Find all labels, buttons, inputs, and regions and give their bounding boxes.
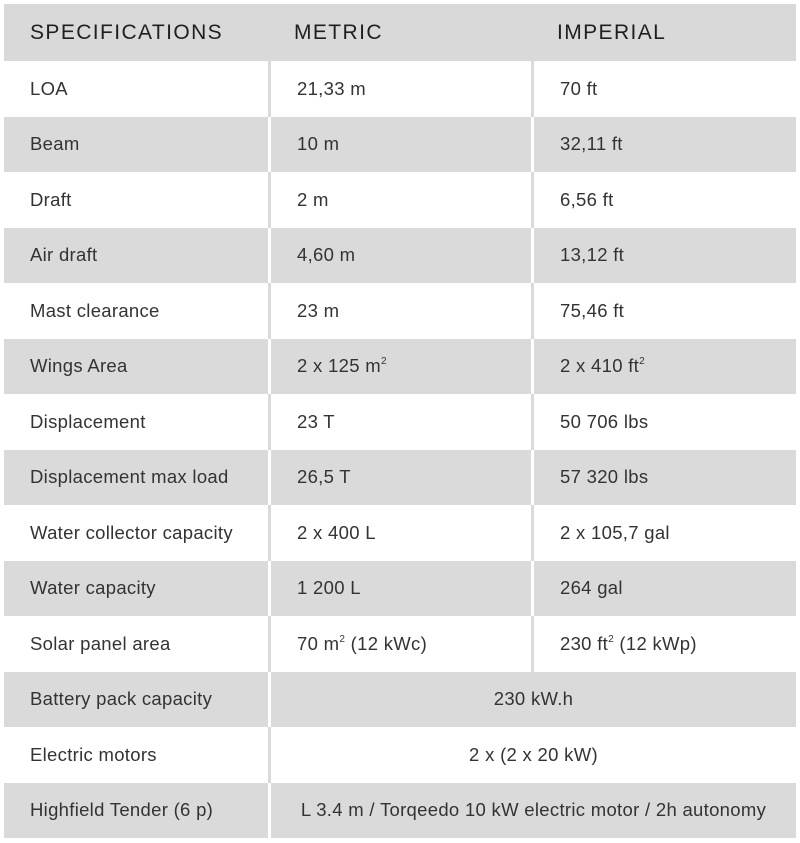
table-row-mast-clearance: Mast clearance 23 m 75,46 ft <box>4 283 796 339</box>
merged-value: 2 x (2 x 20 kW) <box>268 727 796 783</box>
header-metric: METRIC <box>268 4 531 61</box>
imperial-value: 13,12 ft <box>531 227 796 283</box>
imperial-value: 75,46 ft <box>531 283 796 339</box>
spec-label: Water collector capacity <box>4 505 268 561</box>
metric-value: 2 x 400 L <box>268 505 531 561</box>
table-row-electric-motors: Electric motors 2 x (2 x 20 kW) <box>4 727 796 783</box>
header-imperial: IMPERIAL <box>531 4 796 61</box>
merged-value: 230 kW.h <box>268 671 796 727</box>
metric-value: 1 200 L <box>268 560 531 616</box>
imperial-value: 2 x 410 ft2 <box>531 338 796 394</box>
header-specifications: SPECIFICATIONS <box>4 4 268 61</box>
spec-label: Solar panel area <box>4 616 268 672</box>
metric-value: 2 m <box>268 172 531 228</box>
spec-label: Highfield Tender (6 p) <box>4 782 268 838</box>
metric-value: 2 x 125 m2 <box>268 338 531 394</box>
imperial-value-text: 2 x 410 ft <box>560 355 640 377</box>
table-row-wings-area: Wings Area 2 x 125 m2 2 x 410 ft2 <box>4 338 796 394</box>
metric-value: 23 m <box>268 283 531 339</box>
table-row-draft: Draft 2 m 6,56 ft <box>4 172 796 228</box>
table-row-displacement-max-load: Displacement max load 26,5 T 57 320 lbs <box>4 449 796 505</box>
imperial-value-suffix: (12 kWp) <box>613 632 697 654</box>
metric-value-text: 2 x 125 m <box>297 355 381 377</box>
imperial-value: 57 320 lbs <box>531 449 796 505</box>
imperial-value: 50 706 lbs <box>531 394 796 450</box>
imperial-value: 2 x 105,7 gal <box>531 505 796 561</box>
metric-value-suffix: (12 kWc) <box>345 632 428 654</box>
spec-label: LOA <box>4 61 268 117</box>
spec-label: Electric motors <box>4 727 268 783</box>
metric-value: 4,60 m <box>268 227 531 283</box>
table-row-battery-pack-capacity: Battery pack capacity 230 kW.h <box>4 671 796 727</box>
spec-label: Displacement <box>4 394 268 450</box>
metric-value: 23 T <box>268 394 531 450</box>
metric-value-text: 70 m <box>297 632 340 654</box>
metric-value: 10 m <box>268 116 531 172</box>
squared-superscript: 2 <box>380 356 387 368</box>
table-row-water-capacity: Water capacity 1 200 L 264 gal <box>4 560 796 616</box>
table-row-displacement: Displacement 23 T 50 706 lbs <box>4 394 796 450</box>
table-row-beam: Beam 10 m 32,11 ft <box>4 116 796 172</box>
table-row-highfield-tender: Highfield Tender (6 p) L 3.4 m / Torqeed… <box>4 782 796 838</box>
spec-label: Wings Area <box>4 338 268 394</box>
imperial-value: 230 ft2 (12 kWp) <box>531 616 796 672</box>
table-row-solar-panel-area: Solar panel area 70 m2 (12 kWc) 230 ft2 … <box>4 616 796 672</box>
imperial-value: 32,11 ft <box>531 116 796 172</box>
spec-label: Mast clearance <box>4 283 268 339</box>
metric-value: 26,5 T <box>268 449 531 505</box>
spec-label: Beam <box>4 116 268 172</box>
spec-label: Displacement max load <box>4 449 268 505</box>
imperial-value-text: 230 ft <box>560 632 609 654</box>
squared-superscript: 2 <box>339 633 346 645</box>
squared-superscript: 2 <box>639 356 645 368</box>
spec-label: Draft <box>4 172 268 228</box>
imperial-value: 6,56 ft <box>531 172 796 228</box>
imperial-value: 70 ft <box>531 61 796 117</box>
table-row-loa: LOA 21,33 m 70 ft <box>4 61 796 117</box>
table-row-water-collector-capacity: Water collector capacity 2 x 400 L 2 x 1… <box>4 505 796 561</box>
metric-value: 21,33 m <box>268 61 531 117</box>
spec-label: Water capacity <box>4 560 268 616</box>
table-row-air-draft: Air draft 4,60 m 13,12 ft <box>4 227 796 283</box>
metric-value: 70 m2 (12 kWc) <box>268 616 531 672</box>
imperial-value: 264 gal <box>531 560 796 616</box>
merged-value: L 3.4 m / Torqeedo 10 kW electric motor … <box>268 782 796 838</box>
table-header-row: SPECIFICATIONS METRIC IMPERIAL <box>4 4 796 61</box>
specifications-table: SPECIFICATIONS METRIC IMPERIAL LOA 21,33… <box>4 4 796 838</box>
spec-label: Air draft <box>4 227 268 283</box>
spec-label: Battery pack capacity <box>4 671 268 727</box>
squared-superscript: 2 <box>608 633 614 645</box>
